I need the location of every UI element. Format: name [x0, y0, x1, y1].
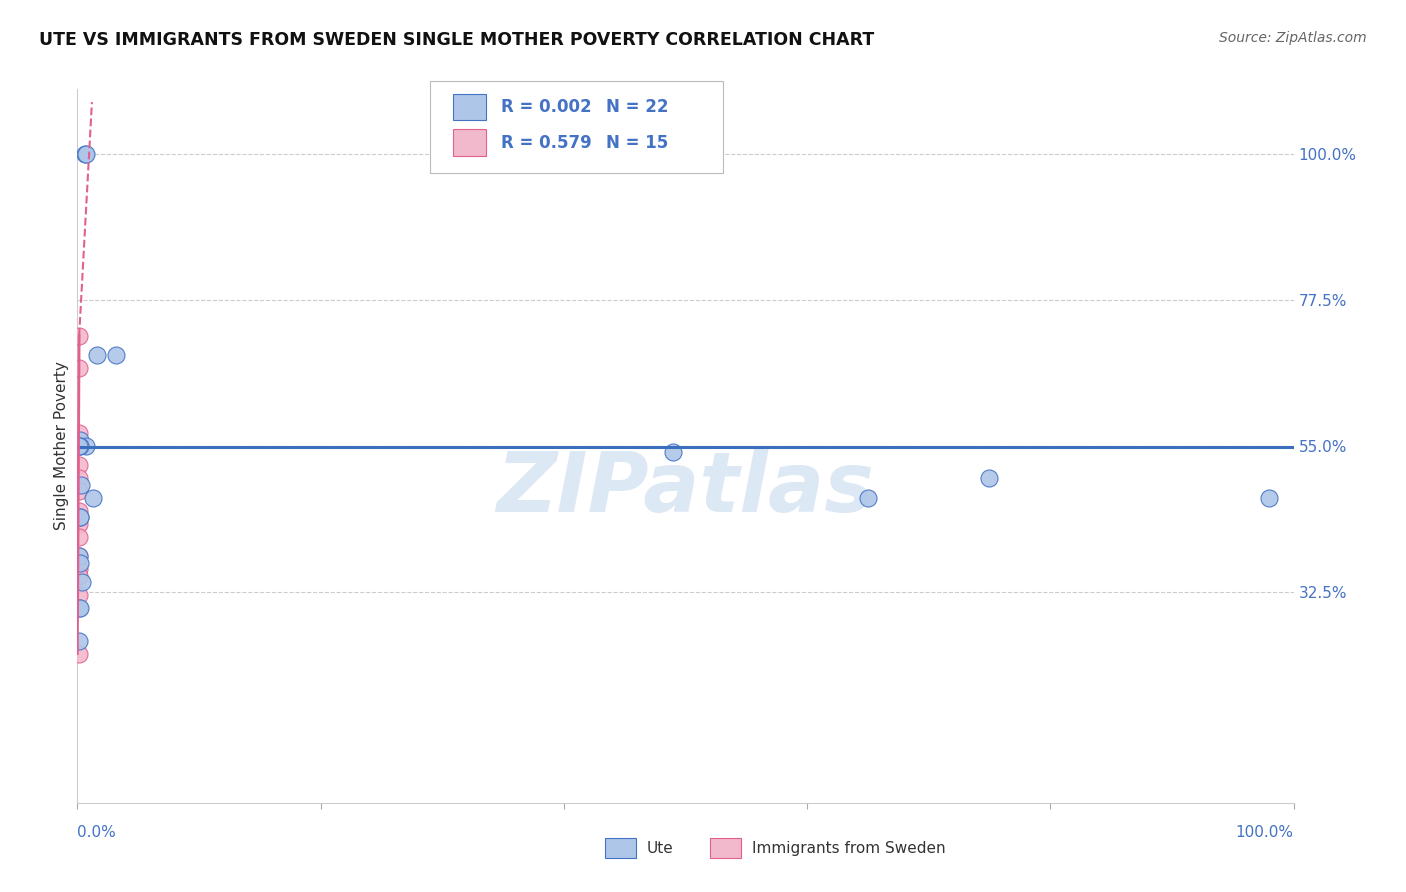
Text: Ute: Ute [647, 841, 673, 855]
Point [70, 478, 93, 492]
Text: R = 0.002: R = 0.002 [501, 98, 591, 116]
Point [67, 504, 90, 518]
Point [67, 549, 90, 564]
Point [67, 647, 90, 661]
Point [67, 425, 90, 440]
Text: 100.0%: 100.0% [1236, 825, 1294, 840]
Point [69, 439, 91, 453]
Point [75, 439, 97, 453]
Y-axis label: Single Mother Poverty: Single Mother Poverty [53, 361, 69, 531]
Point [67, 484, 90, 499]
Point [67, 549, 90, 564]
Point [67, 568, 90, 582]
Point [69, 556, 91, 570]
Point [69, 510, 91, 524]
Point [67, 439, 90, 453]
Point [67, 458, 90, 473]
Point [67, 361, 90, 376]
Point [67, 471, 90, 485]
Text: Source: ZipAtlas.com: Source: ZipAtlas.com [1219, 31, 1367, 45]
Point [70, 575, 93, 590]
Point [1258, 491, 1281, 505]
Text: 0.0%: 0.0% [77, 825, 117, 840]
Point [67, 633, 90, 648]
Text: R = 0.579: R = 0.579 [501, 134, 592, 152]
Point [856, 491, 879, 505]
Point [979, 471, 1001, 485]
Point [67, 328, 90, 343]
Point [69, 601, 91, 615]
Point [69, 433, 91, 447]
Point [82, 491, 104, 505]
Point [75, 147, 97, 161]
Point [67, 516, 90, 531]
Point [67, 530, 90, 544]
Text: N = 15: N = 15 [606, 134, 668, 152]
Point [662, 445, 685, 459]
Text: N = 22: N = 22 [606, 98, 668, 116]
Point [105, 348, 128, 362]
Text: Immigrants from Sweden: Immigrants from Sweden [752, 841, 946, 855]
Text: UTE VS IMMIGRANTS FROM SWEDEN SINGLE MOTHER POVERTY CORRELATION CHART: UTE VS IMMIGRANTS FROM SWEDEN SINGLE MOT… [39, 31, 875, 49]
Point [73, 147, 96, 161]
Point [67, 562, 90, 576]
Point [67, 588, 90, 602]
Text: ZIPatlas: ZIPatlas [496, 449, 875, 529]
Point [69, 510, 91, 524]
Point [67, 439, 90, 453]
Point [86, 348, 108, 362]
Point [67, 601, 90, 615]
